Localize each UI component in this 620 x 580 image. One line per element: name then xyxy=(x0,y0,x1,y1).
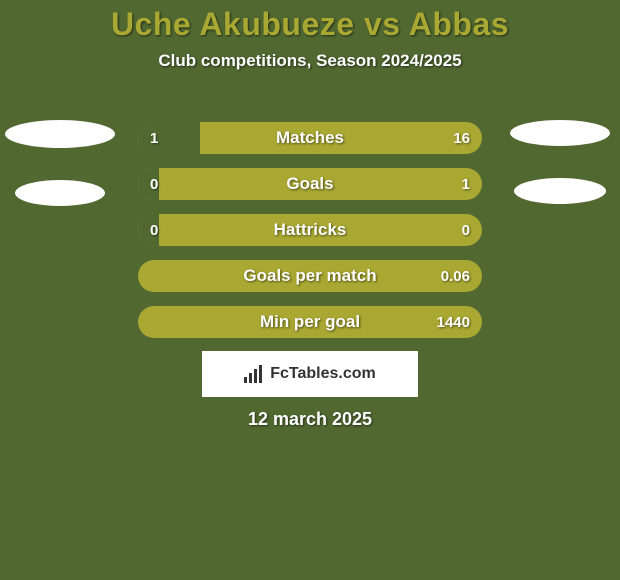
stat-row: 0Hattricks0 xyxy=(138,214,482,246)
stat-row: 0Goals1 xyxy=(138,168,482,200)
comparison-title: Uche Akubueze vs Abbas xyxy=(0,6,620,43)
chart-icon xyxy=(244,365,264,383)
stats-panel: 1Matches160Goals10Hattricks0Goals per ma… xyxy=(138,122,482,338)
stat-row: Min per goal1440 xyxy=(138,306,482,338)
stat-value-right: 16 xyxy=(441,122,482,154)
comparison-date: 12 march 2025 xyxy=(248,409,372,430)
comparison-card: Uche Akubueze vs Abbas Club competitions… xyxy=(0,0,620,580)
branding-text: FcTables.com xyxy=(270,365,376,383)
comparison-subtitle: Club competitions, Season 2024/2025 xyxy=(0,51,620,71)
stat-value-right: 0 xyxy=(450,214,482,246)
stat-label: Goals xyxy=(138,168,482,200)
stat-row: 1Matches16 xyxy=(138,122,482,154)
left-player-badges xyxy=(0,120,120,206)
player-badge-ellipse xyxy=(510,120,610,146)
player-badge-ellipse xyxy=(15,180,105,206)
right-player-badges xyxy=(500,120,620,204)
stat-label: Hattricks xyxy=(138,214,482,246)
stat-value-right: 1440 xyxy=(425,306,482,338)
stat-label: Matches xyxy=(138,122,482,154)
branding-badge: FcTables.com xyxy=(202,351,418,397)
player-badge-ellipse xyxy=(5,120,115,148)
stat-value-right: 1 xyxy=(450,168,482,200)
stat-value-right: 0.06 xyxy=(429,260,482,292)
player-badge-ellipse xyxy=(514,178,606,204)
stat-row: Goals per match0.06 xyxy=(138,260,482,292)
